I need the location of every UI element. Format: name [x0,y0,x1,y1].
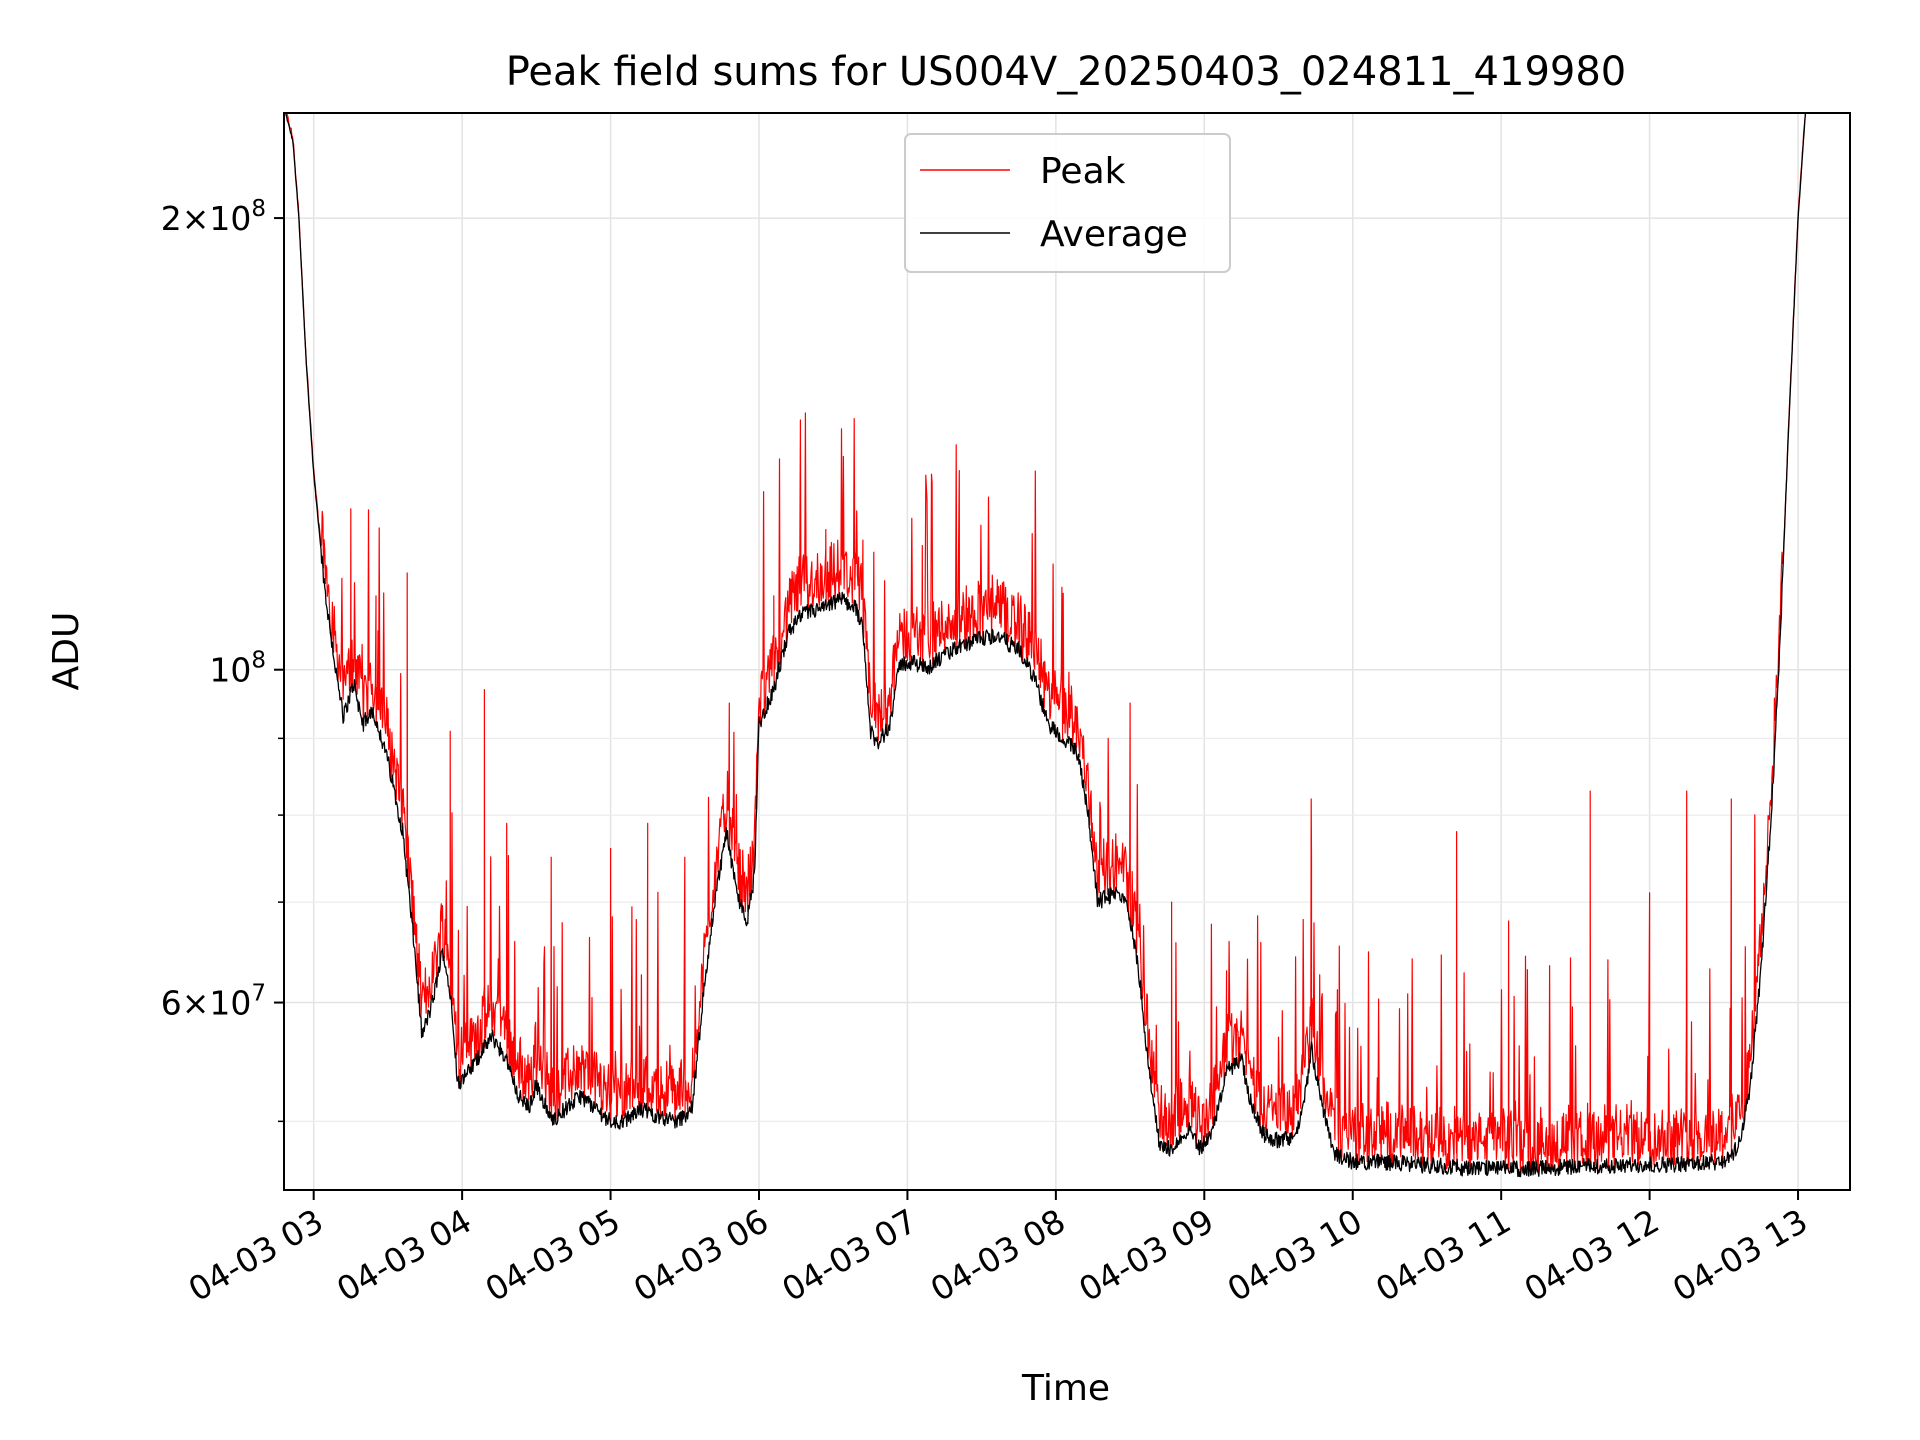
y-axis-label: ADU [46,612,87,691]
series-average-line [284,112,1807,1178]
plot-frame [283,112,1851,1191]
legend-label-peak: Peak [1040,151,1126,192]
y-tick-label: 6×107 [161,981,266,1023]
series-peak-line [285,112,1807,1174]
y-tick-label: 2×108 [161,196,266,238]
legend-label-average: Average [1040,214,1188,255]
plot-lines [284,112,1807,1178]
x-axis-label: Time [1021,1368,1110,1409]
chart-title: Peak field sums for US004V_20250403_0248… [506,49,1627,95]
legend: Peak Average [904,133,1231,273]
legend-box [904,133,1231,273]
y-tick-label: 108 [209,648,266,690]
